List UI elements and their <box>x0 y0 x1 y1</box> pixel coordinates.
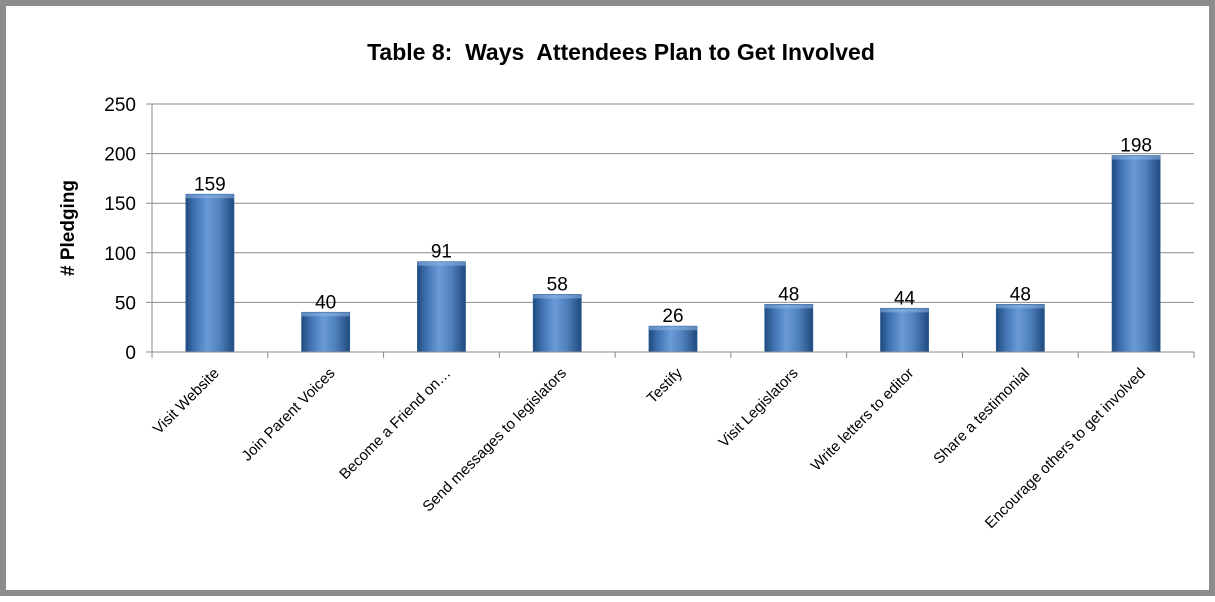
x-tick-label: Write letters to editor <box>808 365 918 475</box>
data-label: 48 <box>778 284 799 305</box>
bar-top-highlight <box>185 194 234 199</box>
bar-top-highlight <box>533 294 582 299</box>
bar <box>995 303 1045 353</box>
bar-top-highlight <box>649 326 697 331</box>
x-tick-label: Visit Website <box>150 365 223 438</box>
y-axis-ticks: 0 50 100 150 200 250 <box>104 95 152 364</box>
bar <box>1111 155 1161 353</box>
gridlines <box>152 103 1194 303</box>
bar <box>417 261 466 353</box>
bar <box>301 311 351 353</box>
y-tick-label: 0 <box>125 343 136 364</box>
bar-top-highlight <box>880 308 929 313</box>
bar-top-highlight <box>764 304 813 309</box>
bar <box>185 193 235 353</box>
axes <box>151 104 1194 353</box>
bars <box>185 155 1161 353</box>
y-tick-label: 250 <box>104 95 136 116</box>
bar-top-highlight <box>417 261 466 266</box>
data-label: 91 <box>431 242 452 263</box>
y-axis-label: # Pledging <box>58 180 79 276</box>
bar <box>532 294 582 353</box>
data-label: 198 <box>1120 136 1152 157</box>
data-label: 58 <box>547 274 568 295</box>
y-tick-label: 200 <box>104 145 136 166</box>
x-tick-label: Testify <box>644 364 686 406</box>
data-label: 44 <box>894 288 916 309</box>
data-label: 26 <box>662 306 683 327</box>
x-tick-label: Visit Legislators <box>715 365 801 451</box>
chart-title: Table 8: Ways Attendees Plan to Get Invo… <box>367 39 875 65</box>
y-tick-label: 150 <box>104 194 136 215</box>
bar-chart: Table 8: Ways Attendees Plan to Get Invo… <box>58 39 1195 532</box>
y-tick-label: 50 <box>115 293 136 314</box>
bar-top-highlight <box>996 304 1045 309</box>
data-label: 40 <box>315 292 336 313</box>
data-labels: 159 40 91 58 26 48 44 48 198 <box>194 136 1152 328</box>
bar-top-highlight <box>301 312 350 317</box>
bar <box>764 303 814 353</box>
bar <box>880 307 929 353</box>
x-tick-label: Join Parent Voices <box>239 365 339 465</box>
bar-top-highlight <box>1112 155 1161 160</box>
x-tick-label: Become a Friend on… <box>336 365 454 483</box>
y-tick-label: 100 <box>104 244 136 265</box>
data-label: 48 <box>1010 284 1031 305</box>
data-label: 159 <box>194 174 226 195</box>
x-tick-label: Share a testimonial <box>930 365 1033 468</box>
